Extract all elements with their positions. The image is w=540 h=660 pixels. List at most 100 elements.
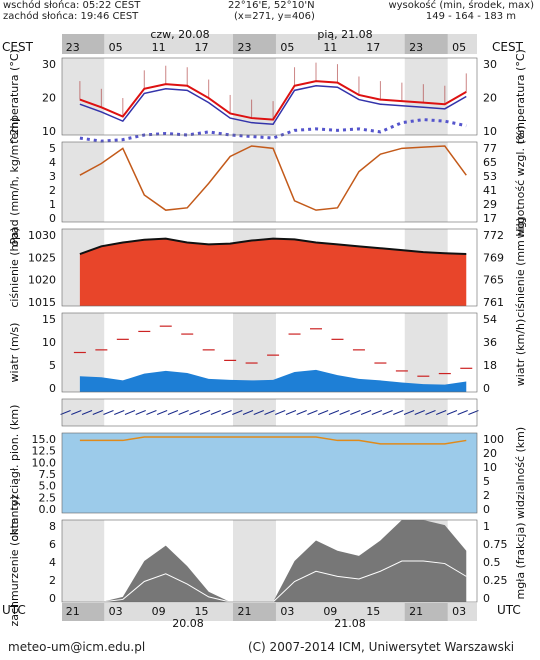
panel-right-label: wiatr (km/h)	[514, 319, 527, 386]
top-tick-label: 17	[195, 41, 209, 54]
header-sunrise: wschód słońca: 05:22 CEST	[3, 0, 141, 11]
wind-direction-arrow	[317, 410, 329, 415]
wind-direction-arrow	[124, 410, 136, 415]
panel-right-tick: 765	[483, 274, 504, 287]
panel-left-tick: 12.5	[32, 445, 57, 458]
wind-direction-arrow	[264, 410, 275, 415]
wind-direction-arrow	[242, 410, 254, 415]
panel-right-tick: 0.25	[483, 574, 508, 587]
bottom-tick-label: 21	[409, 605, 423, 618]
panel-night	[62, 520, 105, 602]
wind-direction-arrow	[328, 410, 340, 415]
wind-direction-arrow	[146, 410, 157, 415]
bottom-night-band	[62, 603, 105, 621]
wind-direction-arrow	[307, 410, 318, 415]
panel-left-tick: 1	[49, 198, 56, 211]
panel-right-tick: 29	[483, 198, 497, 211]
bottom-tick-label: 03	[109, 605, 123, 618]
panel-night	[404, 142, 448, 222]
wind-direction-arrow	[81, 410, 93, 415]
panel-night	[62, 58, 105, 135]
panel-right-tick: 65	[483, 156, 497, 169]
bottom-night-band	[233, 603, 276, 621]
panel-right-tick: 10	[483, 461, 497, 474]
wind-direction-arrow	[210, 410, 222, 415]
wind-direction-arrow	[296, 410, 307, 415]
panel-left-tick: 8	[49, 520, 56, 533]
wind-direction-arrow	[425, 410, 436, 415]
panel-right-tick: 54	[483, 313, 497, 326]
panel-left-tick: 6	[49, 538, 56, 551]
panel-frame	[61, 432, 478, 514]
pressure-area	[79, 238, 467, 306]
header-elev-label: wysokość (min, środek, max)	[388, 0, 534, 11]
panel-night	[233, 520, 276, 602]
header-coords: 22°16'E, 52°10'N	[228, 0, 315, 11]
panel-night	[62, 142, 105, 222]
panel-night	[233, 142, 276, 222]
wind-direction-arrow	[135, 410, 146, 415]
wind-direction-arrow	[275, 410, 286, 415]
panel-right-tick: 2	[483, 489, 490, 502]
panel-right-label: wilgotność wzgl. (%)	[514, 126, 527, 239]
panel-right-tick: 53	[483, 170, 497, 183]
panel-right-tick: 772	[483, 229, 504, 242]
wind-direction-arrow	[350, 410, 361, 415]
temperature-line	[79, 80, 467, 121]
panel-frame	[61, 141, 478, 223]
panel-left-tick: 15.0	[32, 433, 57, 446]
wind-direction-arrow	[114, 410, 125, 415]
wind-direction-arrow	[103, 410, 114, 415]
panel-left-tick: 10	[42, 125, 56, 138]
pressure-line	[79, 237, 467, 256]
panel-left-tick: 0	[49, 212, 56, 225]
wind-direction-arrow	[232, 410, 243, 415]
humidity-line	[79, 145, 467, 211]
panel-right-tick: 100	[483, 433, 504, 446]
top-tick-label: 23	[237, 41, 251, 54]
panel-right-tick: 36	[483, 336, 497, 349]
panel-left-label: zachmurzenie (oktanty)	[8, 495, 21, 626]
top-tick-label: 23	[66, 41, 80, 54]
top-tick-label: 23	[409, 41, 423, 54]
wind-direction-arrow	[393, 410, 404, 415]
wind-direction-arrow	[71, 410, 82, 415]
panel-left-tick: 1025	[28, 251, 56, 264]
panel-frame	[61, 519, 478, 603]
day1-label: czw, 20.08	[150, 28, 209, 41]
top-night-band	[62, 34, 105, 54]
panel-left-tick: 3	[49, 170, 56, 183]
wind-direction-arrow	[414, 410, 425, 415]
wind-direction-arrow	[285, 410, 297, 415]
bottom-tick-label: 03	[452, 605, 466, 618]
top-night-band	[233, 34, 276, 54]
wind-direction-arrow	[92, 410, 103, 415]
wind-direction-arrow	[253, 410, 264, 415]
panel-frame	[61, 57, 478, 136]
date2-label: 21.08	[334, 617, 366, 630]
top-tick-label: 17	[366, 41, 380, 54]
wind-direction-arrow	[371, 410, 383, 415]
panel-right-label: temperatura (°C)	[514, 49, 527, 144]
tz-bottom-left: UTC	[2, 603, 26, 617]
bottom-tick-label: 15	[366, 605, 380, 618]
panel-right-label: widzialność (km)	[514, 427, 527, 519]
panel-left-tick: 10	[42, 336, 56, 349]
wind-direction-arrow	[360, 410, 372, 415]
panel-right-tick: 20	[483, 447, 497, 460]
panel-left-tick: 30	[42, 58, 56, 71]
top-tick-label: 05	[280, 41, 294, 54]
panel-left-tick: 1020	[28, 274, 56, 287]
wind-direction-arrow	[382, 410, 393, 415]
wind-speed-area	[79, 369, 467, 392]
panel-left-tick: 0	[49, 382, 56, 395]
footer-email[interactable]: meteo-um@icm.edu.pl	[8, 640, 146, 654]
top-night-band	[404, 34, 448, 54]
visibility-line	[79, 436, 467, 445]
panel-left-label: ciśnienie (hPa)	[8, 227, 21, 307]
wind-direction-arrow	[221, 410, 232, 415]
panel-right-tick: 0	[483, 382, 490, 395]
panel-right-tick: 77	[483, 142, 497, 155]
panel-right-tick: 20	[483, 92, 497, 105]
